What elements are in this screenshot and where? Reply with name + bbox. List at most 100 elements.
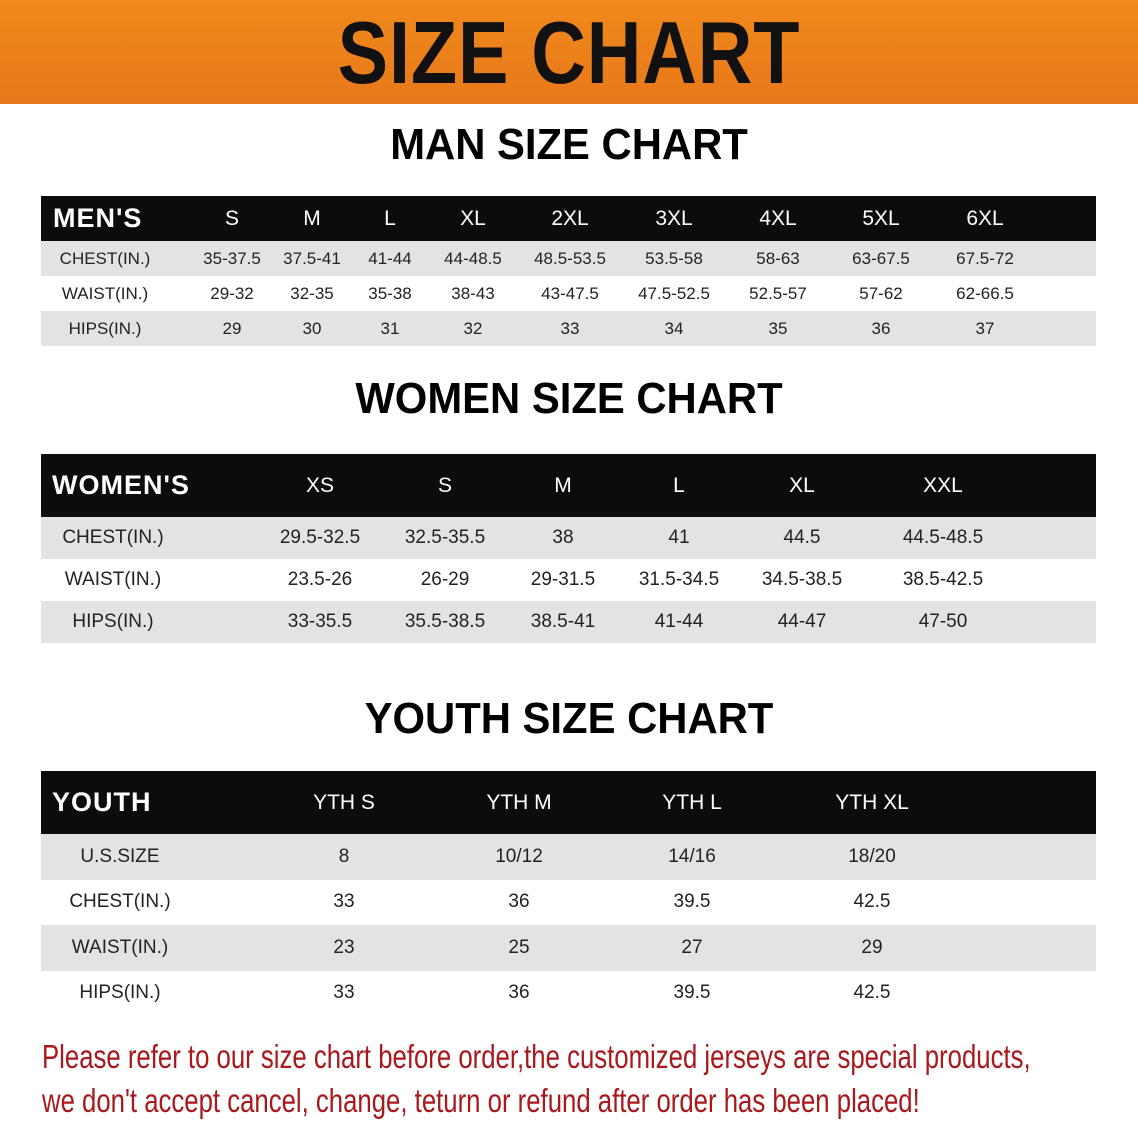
measurement-value: 47.5-52.5 bbox=[638, 283, 710, 303]
table-row: WAIST(IN.) 29-32 32-35 35-38 38-43 43-47.5 47.… bbox=[41, 276, 1096, 311]
measurement-value: 58-63 bbox=[756, 248, 800, 268]
notice-line-1: Please refer to our size chart before or… bbox=[42, 1038, 1031, 1075]
measurement-value: 23 bbox=[333, 936, 355, 958]
measurement-value: 48.5-53.5 bbox=[534, 248, 606, 268]
table-row: WAIST(IN.) 23 25 27 29 bbox=[41, 925, 1096, 971]
measurement-value: 41-44 bbox=[654, 611, 704, 632]
measurement-value: 39.5 bbox=[673, 982, 711, 1004]
measurement-label: WAIST(IN.) bbox=[71, 936, 169, 958]
measurement-label: CHEST(IN.) bbox=[69, 891, 171, 913]
measurement-value: 41-44 bbox=[368, 248, 412, 268]
measurement-value: 29 bbox=[222, 318, 242, 338]
size-column-header: 2XL bbox=[551, 206, 589, 230]
table-row: U.S.SIZE 8 10/12 14/16 18/20 bbox=[41, 834, 1096, 880]
measurement-value: 29-31.5 bbox=[530, 569, 596, 590]
measurement-value: 34 bbox=[664, 318, 684, 338]
measurement-value: 14/16 bbox=[668, 845, 716, 867]
measurement-value: 37.5-41 bbox=[283, 248, 341, 268]
table-row: HIPS(IN.) 33-35.5 35.5-38.5 38.5-41 41-44 44-… bbox=[41, 601, 1096, 643]
measurement-value: 33-35.5 bbox=[287, 611, 353, 632]
measurement-value: 32-35 bbox=[290, 283, 334, 303]
size-column-header: S bbox=[224, 206, 240, 230]
size-column-header: L bbox=[673, 473, 685, 497]
measurement-value: 38.5-42.5 bbox=[902, 569, 984, 590]
measurement-label: CHEST(IN.) bbox=[62, 527, 164, 548]
measurement-value: 44-48.5 bbox=[444, 248, 502, 268]
measurement-value: 38 bbox=[552, 527, 574, 548]
size-column-header: 6XL bbox=[966, 206, 1004, 230]
size-column-header: S bbox=[437, 473, 453, 497]
men-chart-title: MAN SIZE CHART bbox=[390, 120, 748, 169]
measurement-value: 42.5 bbox=[853, 982, 891, 1004]
measurement-value: 36 bbox=[871, 318, 891, 338]
measurement-label: WAIST(IN.) bbox=[64, 569, 162, 590]
measurement-value: 8 bbox=[338, 845, 350, 867]
measurement-value: 31.5-34.5 bbox=[638, 569, 720, 590]
measurement-value: 33 bbox=[333, 982, 355, 1004]
size-column-header: YTH M bbox=[486, 790, 552, 814]
size-column-header: YTH S bbox=[313, 790, 375, 814]
youth-size-table: YOUTH YTH S YTH M YTH L YTH XL U.S.SIZE 8 10/12… bbox=[41, 771, 1096, 1016]
measurement-value: 29 bbox=[861, 936, 883, 958]
measurement-value: 23.5-26 bbox=[287, 569, 353, 590]
measurement-label: WAIST(IN.) bbox=[61, 283, 149, 303]
measurement-label: U.S.SIZE bbox=[80, 845, 160, 867]
measurement-value: 36 bbox=[508, 982, 530, 1004]
size-column-header: XXL bbox=[923, 473, 963, 497]
measurement-value: 62-66.5 bbox=[956, 283, 1014, 303]
measurement-value: 10/12 bbox=[495, 845, 543, 867]
measurement-value: 38.5-41 bbox=[530, 611, 596, 632]
table-category-label: YOUTH bbox=[52, 787, 152, 817]
measurement-label: CHEST(IN.) bbox=[59, 248, 151, 268]
measurement-value: 43-47.5 bbox=[541, 283, 599, 303]
banner-title: SIZE CHART bbox=[337, 3, 801, 102]
measurement-value: 47-50 bbox=[918, 611, 968, 632]
measurement-value: 35-38 bbox=[368, 283, 412, 303]
size-column-header: YTH L bbox=[662, 790, 722, 814]
measurement-label: HIPS(IN.) bbox=[68, 318, 142, 338]
measurement-value: 52.5-57 bbox=[749, 283, 807, 303]
measurement-value: 35.5-38.5 bbox=[404, 611, 486, 632]
measurement-value: 67.5-72 bbox=[956, 248, 1014, 268]
table-row: WAIST(IN.) 23.5-26 26-29 29-31.5 31.5-34.5 34… bbox=[41, 559, 1096, 601]
measurement-value: 33 bbox=[333, 891, 355, 913]
size-column-header: YTH XL bbox=[835, 790, 909, 814]
table-row: CHEST(IN.) 29.5-32.5 32.5-35.5 38 41 44.5 44.5… bbox=[41, 517, 1096, 559]
measurement-value: 31 bbox=[380, 318, 400, 338]
table-row: HIPS(IN.) 33 36 39.5 42.5 bbox=[41, 970, 1096, 1016]
measurement-value: 41 bbox=[668, 527, 690, 548]
women-size-table: WOMEN'S XS S M L XL XXL CHEST(IN.) 29.5-32.5 32.5… bbox=[41, 454, 1096, 643]
measurement-value: 32.5-35.5 bbox=[404, 527, 486, 548]
measurement-value: 38-43 bbox=[451, 283, 495, 303]
measurement-value: 44.5 bbox=[783, 527, 821, 548]
size-column-header: XL bbox=[460, 206, 486, 230]
header-row: YOUTH YTH S YTH M YTH L YTH XL bbox=[41, 771, 1096, 834]
measurement-value: 25 bbox=[508, 936, 530, 958]
measurement-value: 42.5 bbox=[853, 891, 891, 913]
measurement-value: 18/20 bbox=[848, 845, 896, 867]
table-category-label: WOMEN'S bbox=[52, 470, 190, 500]
table-row: CHEST(IN.) 33 36 39.5 42.5 bbox=[41, 879, 1096, 925]
measurement-value: 34.5-38.5 bbox=[761, 569, 843, 590]
table-row: HIPS(IN.) 29 30 31 32 33 34 35 36 37 bbox=[41, 311, 1096, 346]
size-column-header: M bbox=[303, 206, 321, 230]
header-row: MEN'S S M L XL 2XL 3XL 4XL 5XL 6XL bbox=[41, 196, 1096, 241]
measurement-value: 29-32 bbox=[210, 283, 254, 303]
size-column-header: 4XL bbox=[759, 206, 797, 230]
measurement-value: 36 bbox=[508, 891, 530, 913]
title-banner: SIZE CHART bbox=[0, 0, 1138, 104]
measurement-value: 53.5-58 bbox=[645, 248, 703, 268]
measurement-value: 27 bbox=[681, 936, 703, 958]
measurement-value: 33 bbox=[560, 318, 580, 338]
measurement-value: 44-47 bbox=[777, 611, 827, 632]
header-row: WOMEN'S XS S M L XL XXL bbox=[41, 454, 1096, 517]
size-column-header: 3XL bbox=[655, 206, 693, 230]
size-column-header: XL bbox=[789, 473, 815, 497]
measurement-value: 57-62 bbox=[859, 283, 903, 303]
measurement-value: 44.5-48.5 bbox=[902, 527, 984, 548]
measurement-label: HIPS(IN.) bbox=[79, 982, 161, 1004]
table-row: CHEST(IN.) 35-37.5 37.5-41 41-44 44-48.5 48.5… bbox=[41, 241, 1096, 276]
measurement-value: 35-37.5 bbox=[203, 248, 261, 268]
notice-line-2: we don't accept cancel, change, teturn o… bbox=[42, 1082, 920, 1119]
measurement-value: 35 bbox=[768, 318, 788, 338]
